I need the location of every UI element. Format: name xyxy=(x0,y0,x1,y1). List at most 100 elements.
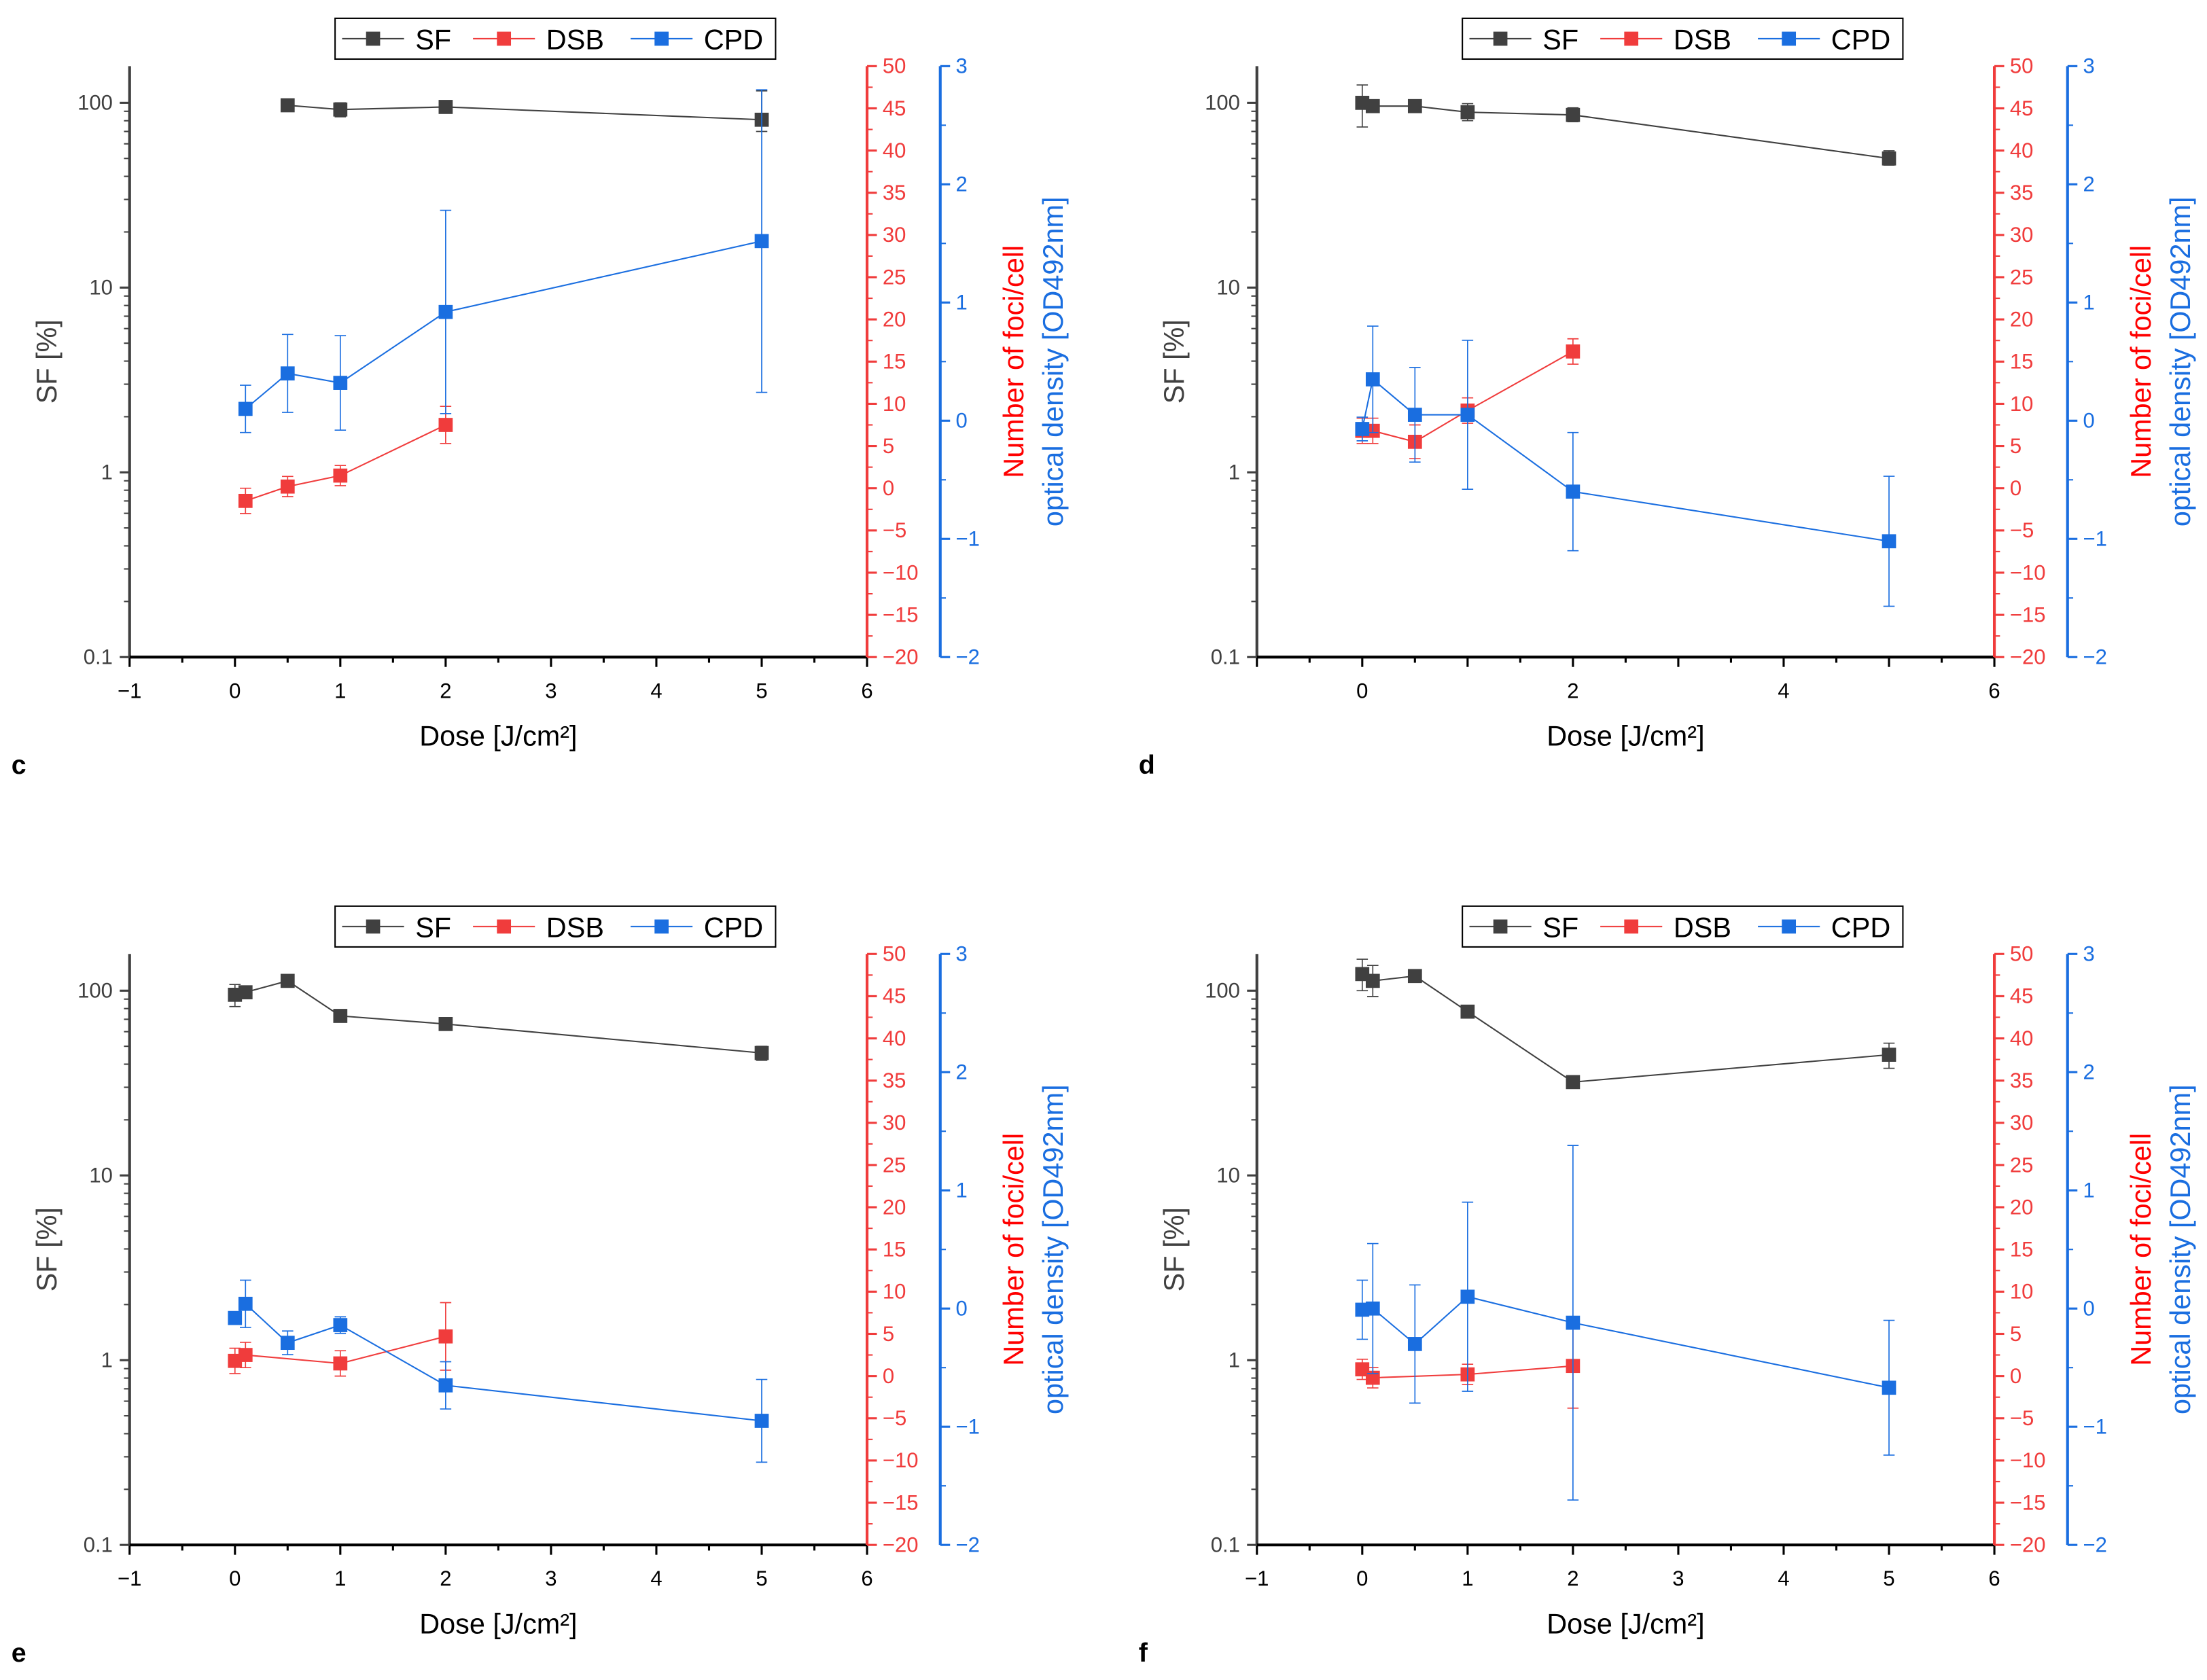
data-point-sf xyxy=(1566,107,1581,122)
x-tick-label: 3 xyxy=(1672,1567,1684,1590)
x-tick-label: 0 xyxy=(1356,679,1368,702)
series-line-sf xyxy=(1362,973,1890,1083)
x-axis-title: Dose [J/cm²] xyxy=(419,721,577,752)
y-od-tick-label: 1 xyxy=(956,1179,968,1202)
data-point-dsb xyxy=(438,1329,453,1344)
y-foci-tick-label: 5 xyxy=(883,1322,894,1346)
panel-label: e xyxy=(12,1638,27,1668)
data-point-sf xyxy=(1882,151,1896,166)
y-foci-tick-label: 45 xyxy=(2010,984,2034,1008)
data-point-cpd xyxy=(1566,484,1581,499)
y-foci-tick-label: −20 xyxy=(2010,645,2046,669)
y-od-tick-label: −2 xyxy=(2083,1533,2107,1557)
legend-marker-sf xyxy=(1493,31,1508,46)
y-foci-tick-label: −5 xyxy=(883,518,906,542)
y-foci-tick-label: 40 xyxy=(883,139,906,162)
y-foci-tick-label: −15 xyxy=(2010,603,2046,626)
data-point-cpd xyxy=(1460,408,1475,422)
legend-marker-cpd xyxy=(1782,919,1797,934)
series-cpd xyxy=(228,1279,769,1463)
y-foci-tick-label: 10 xyxy=(2010,392,2034,416)
y-left-title: SF [%] xyxy=(31,319,63,404)
y-foci-tick-label: 15 xyxy=(2010,1238,2034,1262)
y-od-tick-label: −1 xyxy=(956,527,980,551)
legend-marker-dsb xyxy=(1624,919,1639,934)
y-od-tick-label: 3 xyxy=(2083,54,2095,78)
x-axis-title: Dose [J/cm²] xyxy=(1547,721,1704,752)
data-point-cpd xyxy=(1882,1380,1896,1395)
y-foci-tick-label: 45 xyxy=(883,96,906,120)
y-left-tick-label: 1 xyxy=(1229,461,1240,484)
series-dsb xyxy=(228,1302,453,1377)
data-point-cpd xyxy=(1355,422,1370,436)
data-point-dsb xyxy=(1566,344,1581,359)
data-point-cpd xyxy=(1882,534,1896,549)
data-point-cpd xyxy=(228,1310,243,1325)
panel-label: f xyxy=(1139,1638,1148,1668)
y-foci-tick-label: 10 xyxy=(883,1280,906,1304)
y-od-tick-label: 2 xyxy=(956,1060,968,1084)
legend: SF DSB CPD xyxy=(1462,17,1904,60)
y-od-tick-label: 3 xyxy=(956,54,968,78)
y-foci-tick-label: −20 xyxy=(883,645,919,669)
y-od-tick-label: −1 xyxy=(2083,527,2107,551)
data-point-sf xyxy=(1566,1075,1581,1090)
y-foci-tick-label: 20 xyxy=(2010,308,2034,332)
data-point-sf xyxy=(238,985,253,1000)
y-left-tick-label: 0.1 xyxy=(84,645,113,669)
data-point-dsb xyxy=(280,479,295,494)
data-point-cpd xyxy=(1566,1315,1581,1330)
y-foci-tick-label: 15 xyxy=(2010,350,2034,374)
data-point-cpd xyxy=(333,1318,348,1332)
y-left-tick-label: 10 xyxy=(89,276,113,300)
series-cpd xyxy=(1355,1145,1896,1501)
series-line-dsb xyxy=(245,424,446,502)
y-foci-tick-label: 40 xyxy=(2010,1026,2034,1050)
y-foci-tick-label: −5 xyxy=(2010,1406,2034,1430)
legend-label-cpd: CPD xyxy=(1831,24,1890,55)
y-foci-tick-label: 40 xyxy=(883,1026,906,1050)
legend: SF DSB CPD xyxy=(334,17,777,60)
y-od-tick-label: −1 xyxy=(2083,1415,2107,1439)
series-sf xyxy=(280,90,769,132)
legend-box xyxy=(334,905,777,948)
y-foci-tick-label: 20 xyxy=(883,1195,906,1219)
x-axis-title: Dose [J/cm²] xyxy=(419,1609,577,1640)
data-point-sf xyxy=(438,1017,453,1031)
series-line-sf xyxy=(234,980,762,1054)
y-foci-tick-label: 50 xyxy=(883,54,906,78)
data-point-sf xyxy=(1460,105,1475,120)
data-point-sf xyxy=(333,1009,348,1023)
x-tick-label: 3 xyxy=(545,679,557,702)
y-foci-title: Number of foci/cell xyxy=(998,245,1029,478)
y-od-tick-label: −2 xyxy=(956,645,980,669)
x-tick-label: 6 xyxy=(861,1567,872,1590)
legend-label-dsb: DSB xyxy=(1674,912,1731,943)
y-left-tick-label: 0.1 xyxy=(1211,1533,1240,1557)
data-point-cpd xyxy=(238,1296,253,1311)
y-foci-tick-label: −15 xyxy=(883,603,919,626)
y-foci-tick-label: 35 xyxy=(2010,181,2034,204)
legend-marker-dsb xyxy=(1624,31,1639,46)
data-point-sf xyxy=(1882,1048,1896,1062)
y-left-tick-label: 1 xyxy=(101,1348,113,1372)
legend-label-cpd: CPD xyxy=(1831,912,1890,943)
legend-marker-cpd xyxy=(654,31,669,46)
data-point-sf xyxy=(1407,99,1422,113)
y-foci-tick-label: −20 xyxy=(883,1533,919,1557)
y-foci-tick-label: 5 xyxy=(883,434,894,458)
series-sf xyxy=(1355,84,1896,166)
x-tick-label: 4 xyxy=(1778,679,1789,702)
y-od-tick-label: 2 xyxy=(956,173,968,196)
series-line-sf xyxy=(287,104,762,121)
data-point-dsb xyxy=(1365,1370,1380,1385)
y-od-tick-label: 1 xyxy=(956,291,968,315)
x-tick-label: 3 xyxy=(545,1567,557,1590)
x-tick-label: 1 xyxy=(334,679,346,702)
data-point-sf xyxy=(1365,99,1380,113)
y-foci-tick-label: 0 xyxy=(883,476,894,500)
y-foci-tick-label: −15 xyxy=(2010,1490,2046,1514)
data-point-cpd xyxy=(238,401,253,416)
y-left-title: SF [%] xyxy=(31,1207,63,1291)
